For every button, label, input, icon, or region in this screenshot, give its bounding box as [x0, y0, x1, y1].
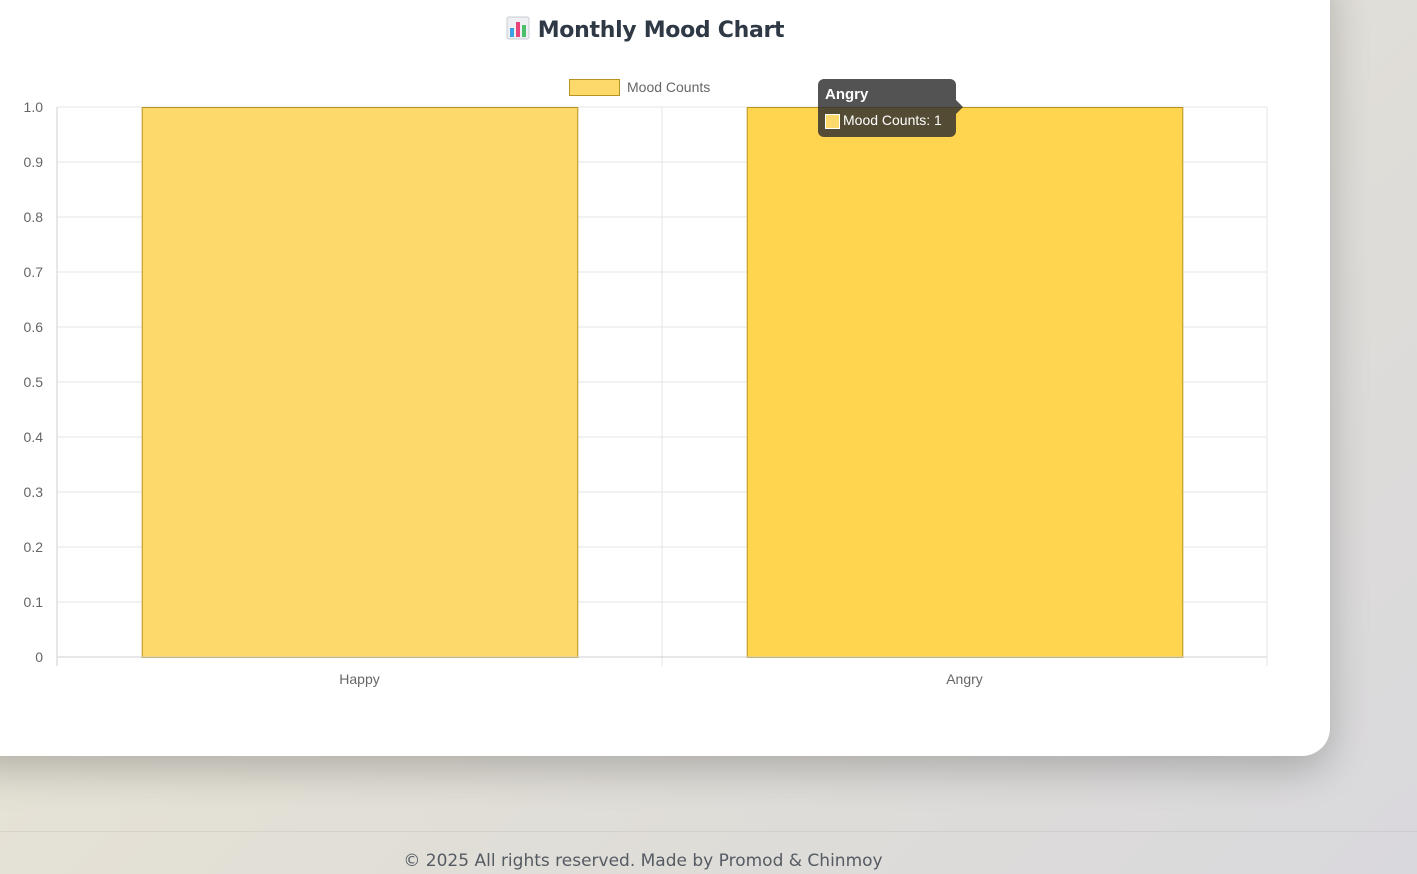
bar-angry[interactable] — [746, 107, 1184, 658]
tooltip-label: Mood Counts: 1 — [843, 112, 942, 128]
tooltip-box — [818, 79, 956, 137]
y-tick-label: 1.0 — [24, 99, 44, 115]
chart-tooltip: Angry Mood Counts: 1 — [818, 79, 963, 137]
bar-chart-icon — [506, 16, 530, 46]
chart-legend[interactable]: Mood Counts — [569, 79, 711, 96]
y-tick-label: 0.3 — [24, 484, 44, 500]
page-title: Monthly Mood Chart — [537, 18, 785, 43]
x-tick-label: Happy — [339, 671, 379, 687]
y-tick-label: 0.8 — [24, 209, 44, 225]
y-tick-label: 0.4 — [24, 429, 44, 445]
footer-divider — [0, 831, 1417, 832]
legend-label: Mood Counts — [627, 79, 710, 95]
chart-title: Monthly Mood Chart — [0, 16, 1290, 46]
x-tick-label: Angry — [946, 671, 983, 687]
y-tick-label: 0 — [35, 649, 43, 665]
chart-axes: 0 0.1 0.2 0.3 0.4 0.5 0.6 0.7 0.8 0.9 1.0 Happy Angr… — [24, 99, 1267, 687]
tooltip-title: Angry — [825, 86, 869, 103]
y-tick-label: 0.6 — [24, 319, 44, 335]
y-tick-label: 0.1 — [24, 594, 44, 610]
tooltip-swatch — [825, 114, 840, 129]
bar-happy[interactable] — [141, 107, 579, 658]
legend-swatch[interactable] — [569, 79, 620, 96]
y-tick-label: 0.2 — [24, 539, 44, 555]
y-tick-label: 0.5 — [24, 374, 44, 390]
y-tick-label: 0.7 — [24, 264, 44, 280]
tooltip-caret — [956, 100, 963, 114]
y-tick-label: 0.9 — [24, 154, 44, 170]
bar-chart: 0 0.1 0.2 0.3 0.4 0.5 0.6 0.7 0.8 0.9 1.0 Happy Angr… — [24, 79, 1268, 687]
footer-text: © 2025 All rights reserved. Made by Prom… — [403, 851, 883, 871]
chart-bars — [141, 107, 1184, 658]
